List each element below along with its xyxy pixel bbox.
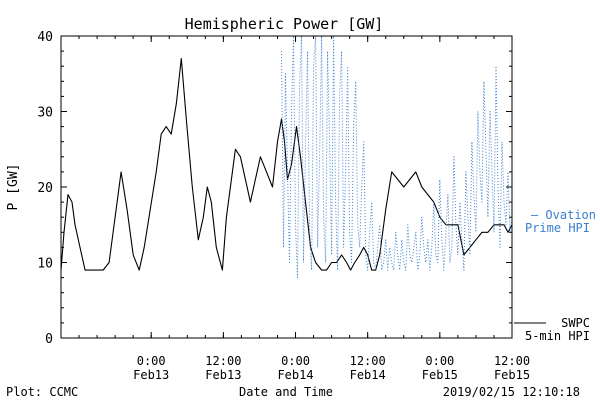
y-tick-label: 10: [37, 257, 53, 272]
ovation-prime-hpi-series-line: [281, 35, 513, 279]
plot-source-label: Plot: CCMC: [6, 385, 78, 399]
plot-frame: [60, 35, 513, 339]
x-tick-label-time: 12:00: [205, 354, 241, 368]
y-tick-label: 40: [37, 30, 53, 45]
x-tick-label-time: 12:00: [350, 354, 386, 368]
legend-swpc-line1: SWPC: [561, 316, 590, 330]
y-ticks: 0 10 20 30 40: [37, 30, 512, 347]
x-tick-label-date: Feb13: [205, 368, 241, 382]
chart-title: Hemispheric Power [GW]: [185, 15, 384, 33]
x-tick-label-time: 0:00: [137, 354, 166, 368]
x-tick-label-date: Feb14: [350, 368, 386, 382]
y-tick-label: 20: [37, 181, 53, 196]
x-tick-label-date: Feb13: [133, 368, 169, 382]
series-group: [60, 35, 513, 279]
x-tick-label-date: Feb15: [422, 368, 458, 382]
x-tick-label-time: 0:00: [281, 354, 310, 368]
legend-ovation-line1: — Ovation: [531, 208, 596, 222]
legend-ovation-line2: Prime HPI: [525, 221, 590, 235]
y-axis-label: P [GW]: [6, 164, 21, 211]
x-tick-label-time: 12:00: [494, 354, 530, 368]
legend-swpc-line2: 5-min HPI: [525, 329, 590, 343]
x-ticks: 0:00Feb1312:00Feb130:00Feb1412:00Feb140:…: [60, 36, 530, 382]
axes: [60, 35, 513, 339]
x-axis-label: Date and Time: [239, 385, 333, 399]
x-tick-label-date: Feb14: [277, 368, 313, 382]
y-tick-label: 0: [45, 332, 53, 347]
swpc-5-min-hpi-series-line: [60, 58, 513, 271]
y-tick-label: 30: [37, 106, 53, 121]
x-tick-label-time: 0:00: [425, 354, 454, 368]
timestamp-label: 2019/02/15 12:10:18: [443, 385, 580, 399]
x-tick-label-date: Feb15: [494, 368, 530, 382]
